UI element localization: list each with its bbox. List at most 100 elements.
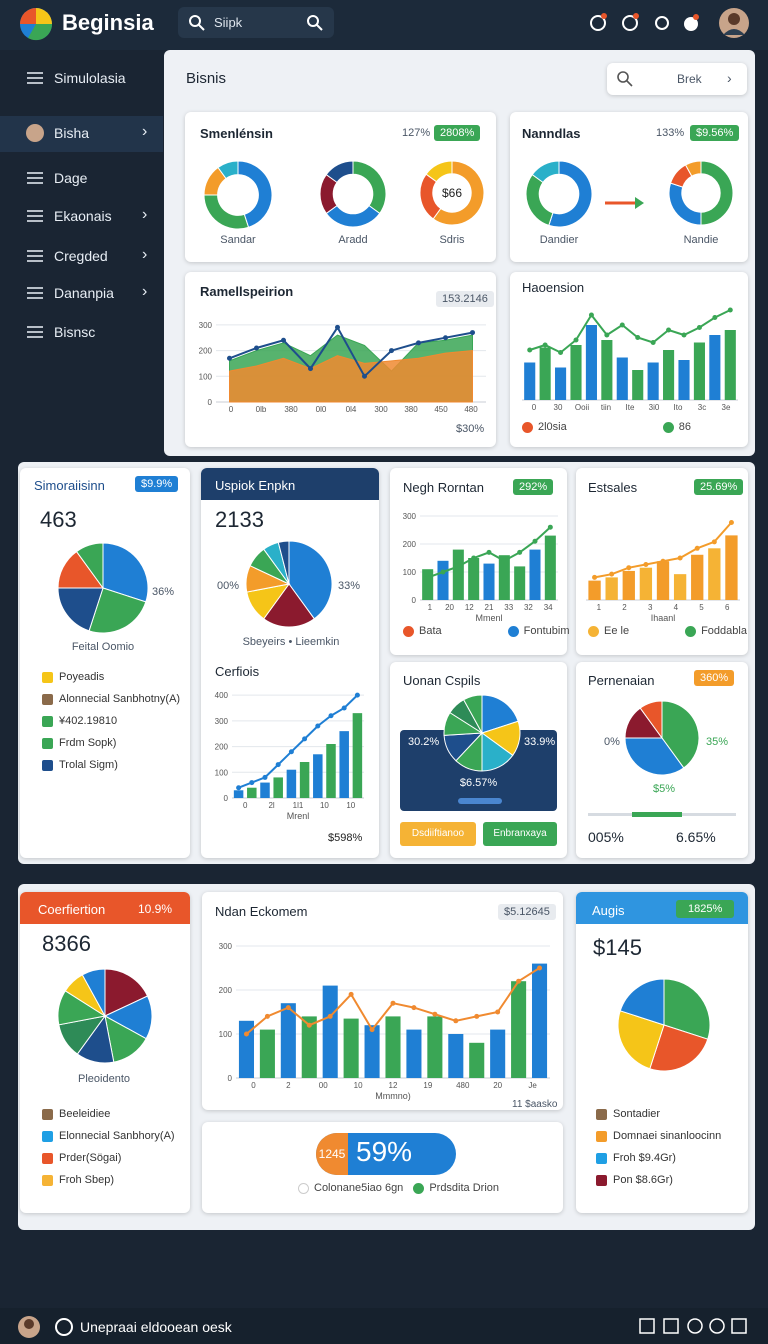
donut-chart [525,160,593,228]
x-tick-label: 2 [286,1081,291,1090]
sidebar-item[interactable]: Simulolasia [54,70,126,86]
donut-segment [203,194,250,230]
card-stat: 127% [402,127,431,139]
legend-item: Bata [403,625,442,637]
list-text: Pon $8.6Gr) [613,1174,673,1186]
x-tick-label: 20 [445,603,454,612]
card-badge: 292% [513,479,554,495]
card-title: Smenlénsin [200,126,273,141]
pie-label: 33% [338,580,361,592]
swatch [596,1108,607,1120]
bar [585,325,597,400]
card-footer: $30% [456,423,485,435]
search-icon [307,15,323,31]
sidebar-item[interactable]: Dage [54,170,88,186]
legend-text: Foddabla [701,625,747,637]
card-title: Haoension [522,280,585,295]
card-badge: 2808% [434,125,481,141]
point [262,774,268,780]
x-tick-label: 2l [268,801,274,810]
x-tick-label: 1 [428,603,433,612]
button[interactable]: Dsdiiftianoo [400,822,476,846]
bar [656,561,670,600]
footer-actions[interactable] [638,1316,750,1336]
x-tick-label: 10 [346,801,355,810]
point [696,325,702,330]
y-tick-label: 100 [403,568,417,577]
x-tick-label: 32 [524,603,533,612]
bar [539,347,551,400]
list-text: Prder(Sögai) [59,1152,122,1164]
panel-search[interactable]: Brek › [607,63,747,95]
point [650,340,656,345]
line [529,309,731,354]
point [227,355,232,361]
card-title: Uspiok Enpkn [215,478,296,493]
point [275,762,281,768]
card-footer: $598% [328,832,363,844]
point [527,347,533,353]
legend-text: 86 [678,421,691,433]
y-tick-label: 400 [215,691,229,700]
sidebar-item[interactable]: Dananpia [54,285,114,301]
bar [343,1018,359,1078]
pie-slice [639,700,663,740]
x-tick-label: 34 [544,603,553,612]
point [249,780,255,786]
sidebar-item[interactable]: Bisha [54,125,90,141]
card-badge: $5.12645 [498,904,556,920]
avatar [26,124,44,142]
point [440,569,446,575]
bar [622,570,635,600]
x-tick-label: 19 [423,1081,432,1090]
x-tick-label: 12 [465,603,474,612]
point [362,373,367,379]
sidebar-item[interactable]: Ekaonais [54,208,112,224]
point [532,538,538,544]
button[interactable]: Enbranxaya [483,822,557,846]
swatch [42,1130,53,1142]
point [592,574,598,580]
point [547,524,553,530]
header-icons[interactable] [586,10,706,36]
search-icon [617,71,633,87]
point [728,519,734,525]
legend-item: Ee le [588,625,629,637]
point [416,340,421,346]
sidebar-icon [27,210,43,222]
arrow [605,197,644,209]
sidebar-item[interactable]: Bisnsc [54,324,96,340]
avatar[interactable] [718,7,750,39]
point [471,555,477,561]
pie-chart [624,700,700,776]
card-title: Simoraiisinn [34,478,105,493]
point [348,991,354,997]
legend-text: Ee le [604,625,630,637]
card-title: Estsales [588,480,638,495]
bar [406,1029,422,1078]
card-title: Pernenaian [588,673,655,688]
pie-label: $5% [653,783,676,795]
list-item: Prder(Sögai) [42,1147,187,1169]
x-axis-title: Mmmno) [375,1091,411,1101]
bar [301,1016,317,1078]
pie-slice [263,583,315,628]
point [315,723,321,729]
list-text: Trolal Sigm) [59,759,118,771]
sidebar-item[interactable]: Cregded [54,248,108,264]
list-item: Domnaei sinanloocinn [596,1125,746,1147]
x-tick-label: 12 [389,1081,398,1090]
list-item: Froh Sbep) [42,1169,187,1191]
slider-min: 005% [588,829,624,845]
sidebar-icon [27,287,43,299]
card-title: Ramellspeirion [200,284,294,299]
search-box[interactable]: Siipk [178,7,334,38]
point [390,1000,396,1006]
area-chart: 0 100 200 300 0 0lb 380 0l0 0l4 300 380 450 480 [199,321,486,414]
x-tick-label: 0 [229,405,234,414]
line [229,325,473,378]
card-header [20,892,190,924]
sidebar-icon [27,72,43,84]
x-axis-title: Ihaanl [651,613,676,623]
point [609,571,615,577]
